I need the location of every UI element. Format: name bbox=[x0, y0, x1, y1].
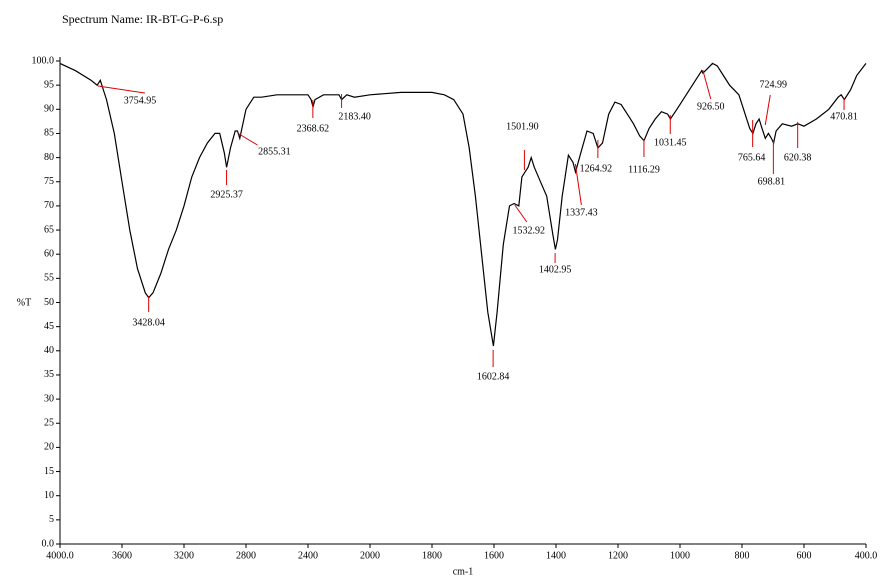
y-tick-label: 80 bbox=[44, 152, 54, 163]
y-axis-label: %T bbox=[17, 297, 31, 308]
x-tick-label: 2800 bbox=[236, 550, 256, 561]
chart-title: Spectrum Name: IR-BT-G-P-6.sp bbox=[62, 12, 223, 26]
x-tick-label: 1400 bbox=[546, 550, 566, 561]
y-tick-label: 65 bbox=[44, 224, 54, 235]
peak-label: 1602.84 bbox=[477, 371, 510, 382]
y-tick-label: 5 bbox=[49, 514, 54, 525]
peak-label: 765.64 bbox=[738, 152, 766, 163]
y-tick-label: 75 bbox=[44, 176, 54, 187]
peak-label: 1031.45 bbox=[654, 137, 687, 148]
y-tick-label: 85 bbox=[44, 128, 54, 139]
y-tick-label: 60 bbox=[44, 248, 54, 259]
y-tick-label: 55 bbox=[44, 273, 54, 284]
peak-marker bbox=[514, 204, 528, 223]
y-tick-label: 0.0 bbox=[42, 538, 55, 549]
x-tick-label: 3200 bbox=[174, 550, 194, 561]
x-tick-label: 3600 bbox=[112, 550, 132, 561]
peak-label: 620.38 bbox=[784, 152, 812, 163]
peak-label: 2368.62 bbox=[297, 123, 330, 134]
y-tick-label: 25 bbox=[44, 418, 54, 429]
x-tick-label: 1000 bbox=[670, 550, 690, 561]
peak-marker bbox=[97, 85, 146, 94]
peak-label: 1337.43 bbox=[565, 207, 598, 218]
x-tick-label: 800 bbox=[735, 550, 750, 561]
peak-label: 926.50 bbox=[697, 101, 725, 112]
spectrum-line bbox=[59, 62, 867, 347]
peak-label: 1264.92 bbox=[580, 163, 613, 174]
y-tick-label: 45 bbox=[44, 321, 54, 332]
peak-label: 1402.95 bbox=[539, 264, 572, 275]
peak-label: 724.99 bbox=[760, 79, 788, 90]
peak-label: 2855.31 bbox=[258, 146, 291, 157]
peak-marker bbox=[764, 94, 771, 126]
peak-marker bbox=[237, 132, 258, 146]
x-tick-label: 2000 bbox=[360, 550, 380, 561]
x-tick-label: 1200 bbox=[608, 550, 628, 561]
y-tick-label: 20 bbox=[44, 442, 54, 453]
x-tick-label: 2400 bbox=[298, 550, 318, 561]
y-tick-label: 90 bbox=[44, 104, 54, 115]
y-tick-label: 15 bbox=[44, 466, 54, 477]
y-tick-label: 95 bbox=[44, 79, 54, 90]
peak-marker bbox=[574, 163, 582, 206]
peak-label: 698.81 bbox=[758, 176, 786, 187]
y-tick-label: 50 bbox=[44, 297, 54, 308]
x-tick-label: 400.0 bbox=[855, 550, 878, 561]
y-tick-label: 35 bbox=[44, 369, 54, 380]
peak-marker bbox=[702, 69, 712, 100]
peak-label: 470.81 bbox=[830, 111, 858, 122]
peak-label: 2183.40 bbox=[338, 111, 371, 122]
y-tick-label: 40 bbox=[44, 345, 54, 356]
y-tick-label: 30 bbox=[44, 393, 54, 404]
peak-label: 3428.04 bbox=[132, 317, 165, 328]
x-tick-label: 600 bbox=[797, 550, 812, 561]
peak-label: 1501.90 bbox=[506, 121, 539, 132]
x-tick-label: 4000.0 bbox=[46, 550, 74, 561]
peak-label: 1532.92 bbox=[513, 225, 546, 236]
x-tick-label: 1600 bbox=[484, 550, 504, 561]
y-tick-label: 10 bbox=[44, 490, 54, 501]
peak-label: 2925.37 bbox=[210, 189, 243, 200]
x-axis-label: cm-1 bbox=[453, 566, 474, 577]
peak-label: 3754.95 bbox=[124, 95, 157, 106]
y-tick-label: 70 bbox=[44, 200, 54, 211]
peak-label: 1116.29 bbox=[628, 164, 660, 175]
x-tick-label: 1800 bbox=[422, 550, 442, 561]
y-tick-label: 100.0 bbox=[32, 55, 55, 66]
